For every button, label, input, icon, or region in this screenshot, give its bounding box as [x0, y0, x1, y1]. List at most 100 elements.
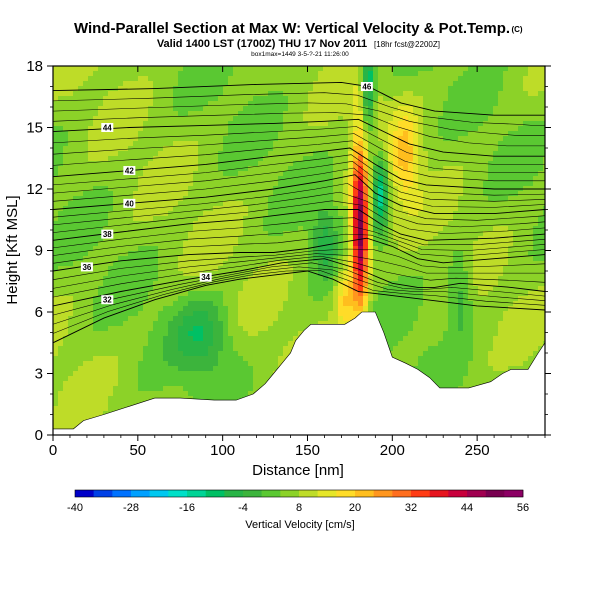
- w-cell: [388, 116, 394, 122]
- w-cell: [418, 216, 424, 222]
- w-cell: [408, 216, 414, 222]
- w-cell: [58, 106, 64, 112]
- w-cell: [78, 191, 84, 197]
- w-cell: [478, 266, 484, 272]
- w-cell: [463, 156, 469, 162]
- w-cell: [513, 266, 519, 272]
- w-cell: [218, 186, 224, 192]
- w-cell: [463, 221, 469, 227]
- w-cell: [283, 286, 289, 292]
- w-cell: [283, 306, 289, 312]
- w-cell: [108, 306, 114, 312]
- w-cell: [438, 76, 444, 82]
- w-cell: [78, 286, 84, 292]
- w-cell: [448, 96, 454, 102]
- w-cell: [373, 111, 379, 117]
- w-cell: [478, 206, 484, 212]
- w-cell: [388, 141, 394, 147]
- w-cell: [153, 186, 159, 192]
- w-cell: [253, 66, 259, 72]
- w-cell: [543, 131, 545, 137]
- w-cell: [293, 261, 299, 267]
- w-cell: [353, 251, 359, 257]
- w-cell: [313, 206, 319, 212]
- w-cell: [353, 206, 359, 212]
- w-cell: [163, 156, 169, 162]
- w-cell: [238, 256, 244, 262]
- w-cell: [373, 196, 379, 202]
- w-cell: [478, 201, 484, 207]
- w-cell: [358, 236, 364, 242]
- w-cell: [288, 196, 294, 202]
- w-cell: [228, 316, 234, 322]
- w-cell: [508, 161, 514, 167]
- w-cell: [523, 296, 529, 302]
- w-cell: [353, 91, 359, 97]
- w-cell: [263, 211, 269, 217]
- w-cell: [428, 66, 434, 72]
- w-cell: [278, 286, 284, 292]
- w-cell: [298, 156, 304, 162]
- w-cell: [453, 246, 459, 252]
- w-cell: [183, 206, 189, 212]
- w-cell: [308, 101, 314, 107]
- w-cell: [128, 121, 134, 127]
- w-cell: [383, 266, 389, 272]
- w-cell: [208, 76, 214, 82]
- w-cell: [63, 211, 69, 217]
- w-cell: [168, 211, 174, 217]
- w-cell: [233, 296, 239, 302]
- w-cell: [503, 296, 509, 302]
- w-cell: [538, 191, 544, 197]
- w-cell: [278, 176, 284, 182]
- w-cell: [63, 216, 69, 222]
- w-cell: [428, 211, 434, 217]
- w-cell: [303, 311, 309, 317]
- w-cell: [383, 281, 389, 287]
- w-cell: [338, 226, 344, 232]
- w-cell: [398, 126, 404, 132]
- w-cell: [113, 131, 119, 137]
- w-cell: [518, 261, 524, 267]
- w-cell: [483, 191, 489, 197]
- w-cell: [198, 181, 204, 187]
- w-cell: [233, 76, 239, 82]
- w-cell: [73, 236, 79, 242]
- w-cell: [118, 286, 124, 292]
- w-cell: [318, 126, 324, 132]
- w-cell: [103, 81, 109, 87]
- w-cell: [413, 261, 419, 267]
- w-cell: [313, 161, 319, 167]
- w-cell: [158, 121, 164, 127]
- w-cell: [258, 171, 264, 177]
- w-cell: [263, 276, 269, 282]
- w-cell: [418, 86, 424, 92]
- w-cell: [138, 116, 144, 122]
- w-cell: [318, 236, 324, 242]
- w-cell: [543, 301, 545, 307]
- w-cell: [193, 316, 199, 322]
- w-cell: [138, 241, 144, 247]
- w-cell: [268, 206, 274, 212]
- w-cell: [223, 236, 229, 242]
- w-cell: [238, 311, 244, 317]
- w-cell: [523, 96, 529, 102]
- w-cell: [78, 226, 84, 232]
- w-cell: [523, 286, 529, 292]
- w-cell: [443, 186, 449, 192]
- w-cell: [538, 286, 544, 292]
- w-cell: [538, 311, 544, 317]
- w-cell: [448, 171, 454, 177]
- w-cell: [463, 246, 469, 252]
- w-cell: [183, 186, 189, 192]
- w-cell: [203, 231, 209, 237]
- w-cell: [538, 291, 544, 297]
- w-cell: [438, 276, 444, 282]
- w-cell: [198, 281, 204, 287]
- w-cell: [168, 261, 174, 267]
- w-cell: [58, 311, 64, 317]
- w-cell: [433, 246, 439, 252]
- w-cell: [93, 81, 99, 87]
- w-cell: [208, 291, 214, 297]
- w-cell: [363, 116, 369, 122]
